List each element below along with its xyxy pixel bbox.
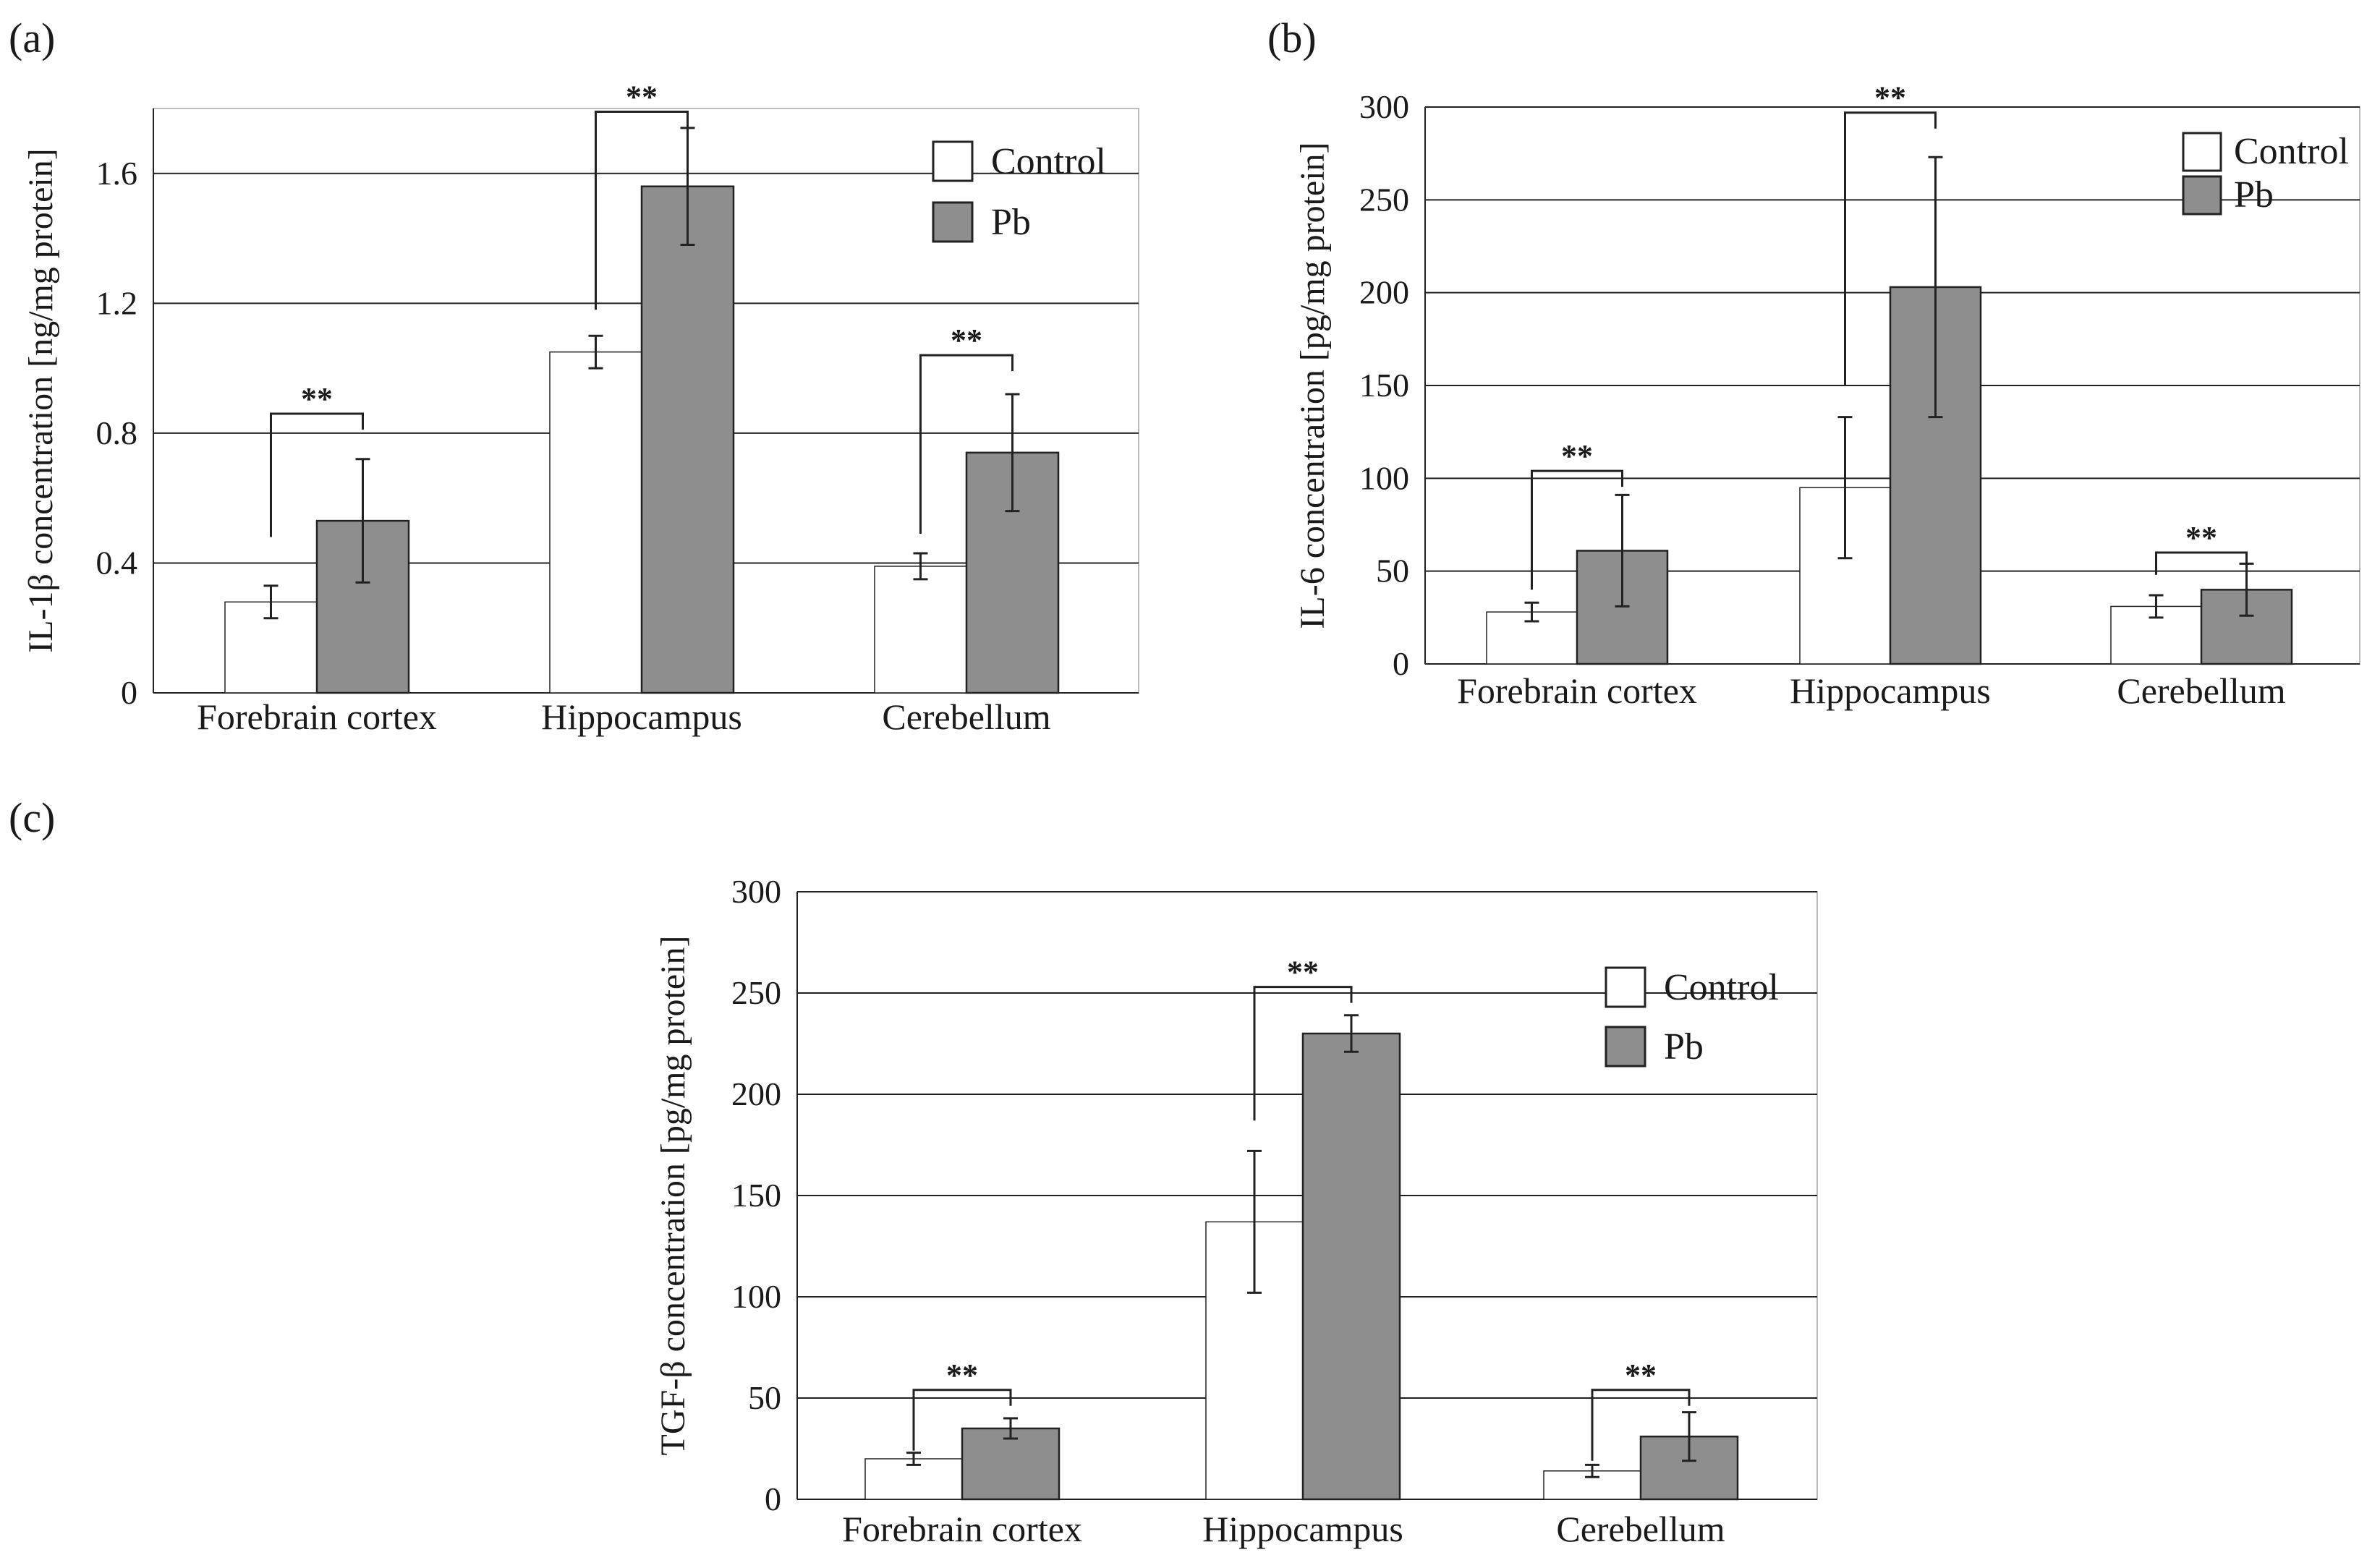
- significance-bracket: [912, 1389, 1012, 1451]
- bar-control-2: [874, 566, 967, 694]
- x-category-label: Hippocampus: [541, 696, 742, 737]
- x-category-label: Cerebellum: [2117, 670, 2285, 711]
- bar-control-1: [549, 351, 642, 694]
- y-tick-label: 0.4: [96, 544, 138, 581]
- x-category-label: Forebrain cortex: [1457, 670, 1697, 711]
- x-category-label: Forebrain cortex: [842, 1509, 1082, 1549]
- legend-swatch-control: [2182, 132, 2222, 172]
- panel-label: (a): [9, 14, 55, 61]
- panel-label: (b): [1267, 14, 1317, 61]
- x-category-label: Forebrain cortex: [197, 696, 437, 737]
- y-tick-label: 0: [121, 674, 137, 711]
- legend-label: Control: [991, 141, 1106, 182]
- legend-swatch-pb: [932, 201, 974, 243]
- legend-label: Pb: [991, 202, 1031, 243]
- significance-label: **: [2185, 520, 2217, 555]
- legend-swatch-control: [1605, 966, 1646, 1008]
- y-axis-title: IL-6 concentration [pg/mg protein]: [1293, 142, 1332, 629]
- x-category-label: Cerebellum: [1556, 1509, 1725, 1549]
- bar-pb-1: [640, 185, 735, 694]
- significance-bracket: [1844, 111, 1937, 385]
- y-tick-label: 1.6: [96, 155, 138, 192]
- y-tick-label: 300: [1359, 88, 1409, 125]
- significance-label: **: [951, 323, 982, 358]
- y-tick-label: 100: [731, 1278, 781, 1315]
- y-tick-label: 100: [1359, 459, 1409, 496]
- y-tick-label: 0.8: [96, 414, 138, 451]
- x-category-label: Hippocampus: [1202, 1509, 1403, 1549]
- y-tick-label: 150: [731, 1177, 781, 1214]
- significance-label: **: [626, 79, 658, 114]
- significance-label: **: [1625, 1358, 1657, 1393]
- y-tick-label: 200: [731, 1075, 781, 1112]
- y-tick-label: 250: [731, 974, 781, 1011]
- y-tick-label: 250: [1359, 181, 1409, 218]
- legend-label: Control: [2234, 131, 2349, 172]
- legend-label: Control: [1664, 967, 1779, 1008]
- legend: Control Pb: [1605, 966, 1779, 1068]
- legend-label: Pb: [1664, 1026, 1704, 1068]
- legend-swatch-pb: [2182, 175, 2222, 216]
- bar-pb-0: [961, 1427, 1061, 1501]
- y-tick-label: 0: [1393, 645, 1409, 682]
- y-tick-label: 1.2: [96, 284, 138, 321]
- y-tick-label: 50: [1376, 553, 1409, 589]
- x-category-label: Hippocampus: [1790, 670, 1991, 711]
- significance-label: **: [301, 381, 333, 417]
- y-axis-title: TGF-β concentration [pg/mg protein]: [654, 936, 692, 1456]
- significance-label: **: [1287, 955, 1319, 990]
- significance-bracket: [1591, 1389, 1691, 1461]
- y-axis-title: IL-1β concentration [ng/mg protein]: [22, 148, 60, 653]
- y-tick-label: 0: [765, 1480, 781, 1517]
- significance-bracket: [595, 110, 689, 310]
- significance-bracket: [1531, 469, 1623, 590]
- y-tick-label: 200: [1359, 274, 1409, 311]
- y-tick-label: 50: [748, 1379, 781, 1416]
- legend-swatch-control: [932, 140, 974, 182]
- chart-panel-b: (b) 0 50 100 150 200 250 300 IL-6 concentration …: [1267, 14, 2360, 711]
- significance-label: **: [1874, 80, 1906, 116]
- significance-bracket: [1253, 986, 1353, 1121]
- y-tick-label: 300: [731, 873, 781, 910]
- chart-panel-c: (c) 0 50 100 150 200 250 300 TGF-β concentration…: [9, 794, 1818, 1549]
- significance-label: **: [946, 1358, 978, 1393]
- x-category-label: Cerebellum: [882, 696, 1050, 737]
- legend: Control Pb: [932, 140, 1106, 243]
- significance-label: **: [1561, 438, 1593, 474]
- legend-label: Pb: [2234, 174, 2274, 216]
- panel-label: (c): [9, 794, 55, 841]
- bar-pb-1: [1301, 1032, 1401, 1501]
- significance-bracket: [2155, 551, 2248, 575]
- legend-swatch-pb: [1605, 1026, 1646, 1068]
- significance-bracket: [919, 354, 1013, 534]
- y-tick-label: 150: [1359, 367, 1409, 404]
- significance-bracket: [270, 412, 364, 537]
- chart-panel-a: (a) 0 0.4 0.8 1.2 1.6 IL-1β concentration [ng/…: [9, 14, 1139, 737]
